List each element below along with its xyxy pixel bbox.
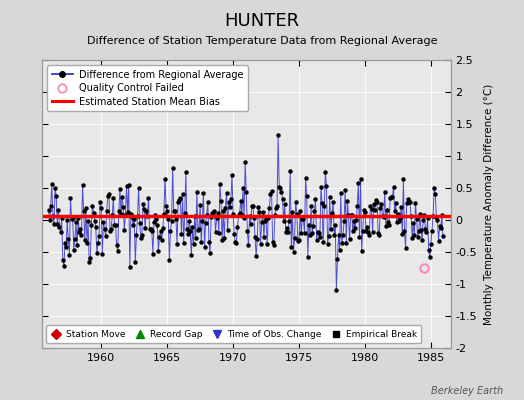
Text: Difference of Station Temperature Data from Regional Average: Difference of Station Temperature Data f… [87, 36, 437, 46]
Legend: Station Move, Record Gap, Time of Obs. Change, Empirical Break: Station Move, Record Gap, Time of Obs. C… [47, 326, 421, 344]
Y-axis label: Monthly Temperature Anomaly Difference (°C): Monthly Temperature Anomaly Difference (… [484, 83, 494, 325]
Text: HUNTER: HUNTER [224, 12, 300, 30]
Text: Berkeley Earth: Berkeley Earth [431, 386, 503, 396]
